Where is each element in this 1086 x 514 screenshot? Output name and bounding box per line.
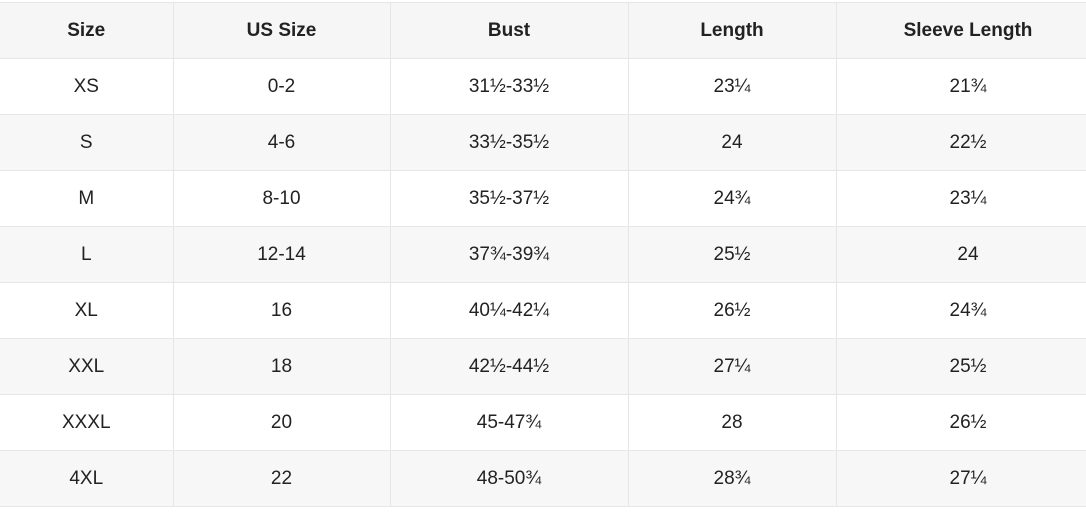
column-header-size: Size xyxy=(0,2,174,59)
cell-sleeve-length: 26½ xyxy=(835,394,1086,451)
cell-us-size: 20 xyxy=(172,394,391,451)
cell-size: L xyxy=(0,226,174,283)
cell-size: 4XL xyxy=(0,450,174,507)
cell-size: XL xyxy=(0,282,174,339)
cell-bust: 37¾-39¾ xyxy=(389,226,629,283)
cell-sleeve-length: 24¾ xyxy=(835,282,1086,339)
cell-length: 27¼ xyxy=(627,338,837,395)
table-row: XL 16 40¼-42¼ 26½ 24¾ xyxy=(0,282,1086,339)
cell-us-size: 16 xyxy=(172,282,391,339)
cell-size: M xyxy=(0,170,174,227)
cell-sleeve-length: 22½ xyxy=(835,114,1086,171)
cell-size: S xyxy=(0,114,174,171)
cell-sleeve-length: 24 xyxy=(835,226,1086,283)
cell-length: 28¾ xyxy=(627,450,837,507)
cell-bust: 45-47¾ xyxy=(389,394,629,451)
cell-us-size: 18 xyxy=(172,338,391,395)
table-row: S 4-6 33½-35½ 24 22½ xyxy=(0,114,1086,171)
table-row: L 12-14 37¾-39¾ 25½ 24 xyxy=(0,226,1086,283)
cell-length: 24 xyxy=(627,114,837,171)
cell-length: 24¾ xyxy=(627,170,837,227)
cell-length: 26½ xyxy=(627,282,837,339)
column-header-sleeve-length: Sleeve Length xyxy=(835,2,1086,59)
cell-us-size: 0-2 xyxy=(172,58,391,115)
column-header-length: Length xyxy=(627,2,837,59)
cell-us-size: 12-14 xyxy=(172,226,391,283)
cell-us-size: 8-10 xyxy=(172,170,391,227)
cell-bust: 31½-33½ xyxy=(389,58,629,115)
table-row: XS 0-2 31½-33½ 23¼ 21¾ xyxy=(0,58,1086,115)
column-header-bust: Bust xyxy=(389,2,629,59)
cell-us-size: 22 xyxy=(172,450,391,507)
cell-size: XXXL xyxy=(0,394,174,451)
cell-size: XXL xyxy=(0,338,174,395)
table-row: M 8-10 35½-37½ 24¾ 23¼ xyxy=(0,170,1086,227)
table-row: 4XL 22 48-50¾ 28¾ 27¼ xyxy=(0,450,1086,507)
table-row: XXL 18 42½-44½ 27¼ 25½ xyxy=(0,338,1086,395)
cell-bust: 33½-35½ xyxy=(389,114,629,171)
cell-sleeve-length: 27¼ xyxy=(835,450,1086,507)
cell-sleeve-length: 21¾ xyxy=(835,58,1086,115)
cell-length: 25½ xyxy=(627,226,837,283)
header-row: Size US Size Bust Length Sleeve Length xyxy=(0,2,1086,59)
cell-bust: 40¼-42¼ xyxy=(389,282,629,339)
cell-size: XS xyxy=(0,58,174,115)
cell-sleeve-length: 25½ xyxy=(835,338,1086,395)
cell-sleeve-length: 23¼ xyxy=(835,170,1086,227)
cell-us-size: 4-6 xyxy=(172,114,391,171)
cell-length: 28 xyxy=(627,394,837,451)
table-row: XXXL 20 45-47¾ 28 26½ xyxy=(0,394,1086,451)
cell-length: 23¼ xyxy=(627,58,837,115)
cell-bust: 48-50¾ xyxy=(389,450,629,507)
column-header-us-size: US Size xyxy=(172,2,391,59)
cell-bust: 42½-44½ xyxy=(389,338,629,395)
cell-bust: 35½-37½ xyxy=(389,170,629,227)
